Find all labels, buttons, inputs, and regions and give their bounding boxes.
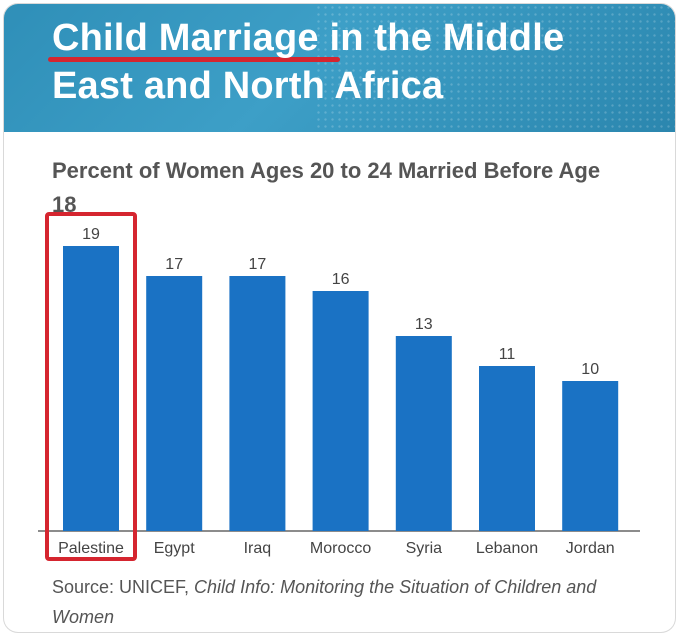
value-label-jordan: 10 xyxy=(581,361,599,378)
source-title: Child Info: Monitoring the Situation of … xyxy=(52,577,597,627)
bar-chart: 19 Palestine 17 Egypt 17 Iraq 16 Morocco 13 Syria… xyxy=(38,212,640,561)
value-label-egypt: 17 xyxy=(165,256,183,273)
value-label-syria: 13 xyxy=(415,316,433,333)
chart-title: Percent of Women Ages 20 to 24 Married B… xyxy=(52,158,601,217)
category-label-lebanon: Lebanon xyxy=(476,540,538,557)
page-title-line-1: Child Marriage in the Middle xyxy=(52,17,565,59)
category-label-morocco: Morocco xyxy=(310,540,371,557)
category-label-jordan: Jordan xyxy=(566,540,615,557)
title-underline-accent xyxy=(48,57,340,62)
category-label-palestine: Palestine xyxy=(58,540,124,557)
bar-lebanon xyxy=(479,366,535,531)
value-label-morocco: 16 xyxy=(332,271,350,288)
source-prefix: Source: UNICEF, xyxy=(52,577,195,597)
bar-palestine xyxy=(63,246,119,531)
page-title-line-2: East and North Africa xyxy=(52,65,444,107)
category-label-iraq: Iraq xyxy=(244,540,272,557)
category-label-egypt: Egypt xyxy=(154,540,195,557)
value-label-lebanon: 11 xyxy=(499,346,516,363)
source-note: Source: UNICEF, Child Info: Monitoring t… xyxy=(52,572,652,632)
highlight-box-palestine xyxy=(45,212,137,561)
bar-syria xyxy=(395,336,452,531)
category-label-syria: Syria xyxy=(406,540,443,557)
infographic-card: Child Marriage in the Middle East and No… xyxy=(4,4,675,632)
header-dot-pattern xyxy=(315,4,675,132)
page-title: Child Marriage in the Middle East and No… xyxy=(52,14,652,110)
value-label-palestine: 19 xyxy=(82,226,100,243)
bar-egypt xyxy=(146,276,203,531)
header-banner: Child Marriage in the Middle East and No… xyxy=(4,4,675,132)
bar-morocco xyxy=(312,291,369,531)
value-label-iraq: 17 xyxy=(249,256,267,273)
bar-iraq xyxy=(229,276,286,531)
bar-jordan xyxy=(562,381,619,531)
